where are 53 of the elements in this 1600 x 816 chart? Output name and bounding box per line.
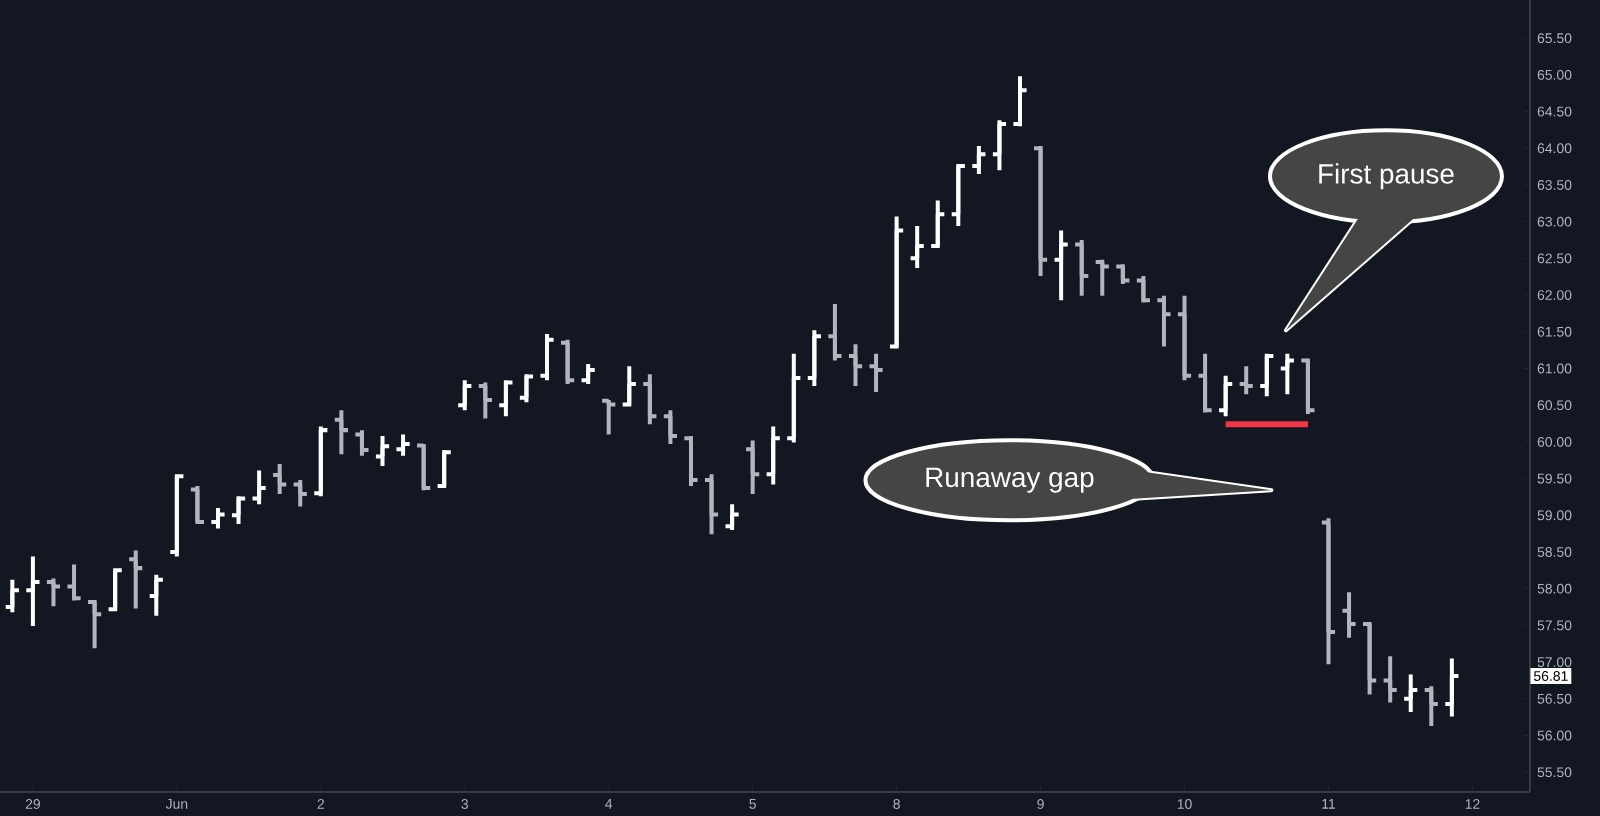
candlestick	[271, 461, 289, 496]
candlestick	[476, 380, 494, 421]
candlestick	[846, 342, 865, 389]
candlestick	[908, 224, 926, 270]
candlestick	[929, 198, 947, 251]
candlestick	[723, 502, 741, 532]
candlestick	[970, 144, 988, 176]
candlestick	[990, 118, 1009, 173]
candlestick	[332, 408, 350, 457]
candlestick	[312, 424, 330, 499]
candlestick	[1422, 684, 1440, 728]
candlestick	[826, 301, 844, 363]
candlestick	[1093, 257, 1111, 298]
candlestick	[353, 428, 371, 458]
candlestick	[24, 554, 42, 629]
candlestick	[373, 434, 392, 469]
candlestick	[3, 577, 21, 615]
annotation: First pause	[1319, 163, 1454, 190]
candlestick	[538, 331, 556, 383]
candlestick	[127, 548, 145, 611]
candlestick	[559, 337, 577, 386]
candlestick	[1175, 293, 1194, 383]
candlestick	[1217, 373, 1235, 419]
candlestick	[456, 378, 474, 413]
candlestick	[209, 505, 227, 531]
candlestick	[805, 328, 823, 389]
candlestick	[1278, 351, 1296, 397]
candlestick	[641, 372, 659, 427]
candlestick	[1258, 351, 1276, 399]
candlestick	[1237, 364, 1255, 397]
candlestick	[1319, 516, 1338, 667]
candlestick	[867, 351, 885, 394]
candlestick	[147, 572, 165, 618]
candlestick	[579, 362, 597, 386]
candlestick	[394, 432, 412, 458]
candlestick	[785, 351, 803, 445]
candlestick	[44, 576, 63, 609]
candlestick	[291, 478, 309, 509]
candlestick	[661, 408, 679, 447]
candlestick	[1073, 238, 1091, 298]
candlestick	[1402, 672, 1420, 714]
annotation: Runaway gap	[926, 467, 1094, 493]
candlestick	[764, 424, 782, 487]
candlestick	[1381, 654, 1399, 705]
candlestick	[435, 447, 453, 491]
candlestick	[1155, 293, 1173, 349]
candlestick	[1052, 228, 1070, 303]
candlestick	[702, 472, 721, 537]
candlestick	[1443, 656, 1461, 719]
candlestick	[250, 468, 268, 507]
candlestick	[188, 483, 206, 527]
candlestick	[744, 438, 762, 496]
candlestick	[1340, 590, 1358, 640]
